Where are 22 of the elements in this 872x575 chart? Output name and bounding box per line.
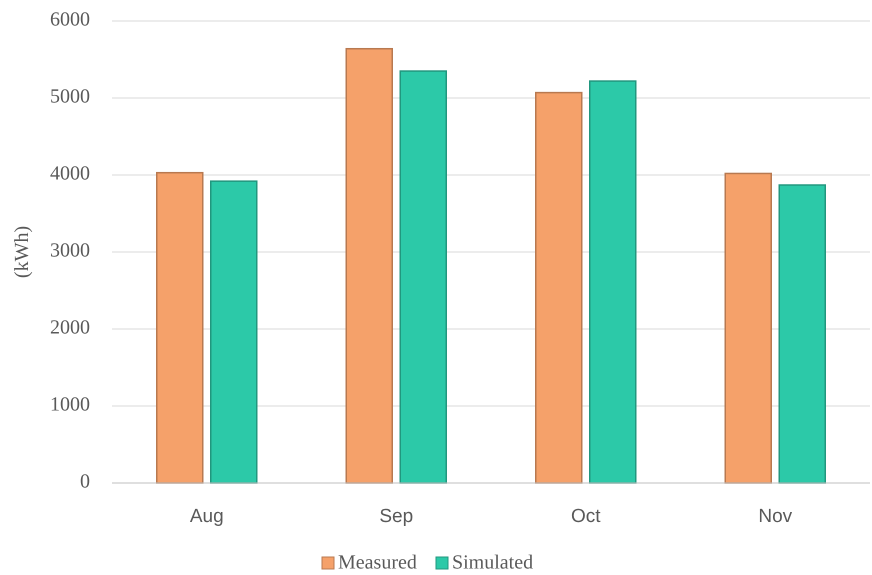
bar xyxy=(589,80,636,484)
y-axis-title: (kWh) xyxy=(11,226,33,278)
bar xyxy=(400,70,447,484)
y-tick-label: 2000 xyxy=(50,316,90,339)
y-tick-label: 6000 xyxy=(50,8,90,31)
legend-label: Measured xyxy=(338,552,417,574)
x-tick-label: Sep xyxy=(379,506,414,527)
x-tick-label: Nov xyxy=(758,506,793,527)
y-tick-label: 1000 xyxy=(50,394,90,416)
bar xyxy=(778,184,826,484)
y-tick-label: 5000 xyxy=(50,86,90,108)
y-tick-label: 4000 xyxy=(50,162,90,185)
bar xyxy=(210,180,258,484)
bar xyxy=(346,48,393,484)
bar xyxy=(535,92,582,484)
y-tick-label: 3000 xyxy=(50,240,90,262)
x-tick-label: Aug xyxy=(190,506,224,527)
y-tick-label: 0 xyxy=(80,470,90,493)
legend-label: Simulated xyxy=(452,552,534,574)
bar xyxy=(724,172,772,484)
x-tick-label: Oct xyxy=(570,506,602,527)
bar xyxy=(156,172,204,484)
